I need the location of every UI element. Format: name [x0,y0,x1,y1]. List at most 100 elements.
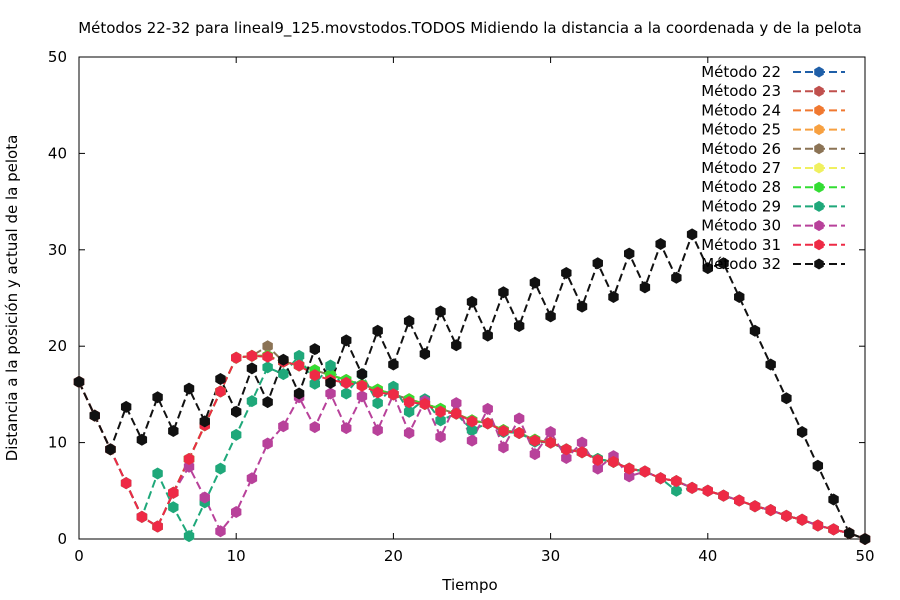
data-point [812,519,824,532]
data-point [215,525,226,538]
data-point [529,276,541,289]
data-point [624,462,635,475]
data-point [482,402,493,415]
x-tick-label-2: 20 [384,547,403,565]
data-point [278,420,289,433]
y-tick-label-0: 0 [57,530,67,548]
series-line-22 [78,354,866,540]
data-point [231,506,242,519]
data-point [781,392,792,405]
y-tick-label-4: 40 [48,144,67,162]
data-point [388,358,399,371]
data-point [561,266,572,279]
data-point [796,426,808,438]
legend-swatch-marker-30 [814,220,824,232]
data-point [749,324,761,337]
data-point [639,465,651,478]
data-point [152,520,163,533]
series-points-31 [73,349,871,545]
data-point [183,382,195,395]
data-point [278,353,289,366]
data-point [639,281,651,294]
data-point [451,339,462,352]
data-point [403,396,415,409]
data-point [435,305,446,318]
data-point [608,455,619,468]
data-point [168,425,179,438]
data-point [278,368,289,381]
data-point [624,247,635,260]
data-point [765,504,776,517]
legend-swatch-marker-23 [814,85,824,97]
series-points-25 [73,349,871,545]
series-lines [78,231,866,540]
data-point [325,359,336,372]
legend-label-26: Método 26 [701,140,781,158]
data-point [466,295,478,308]
legend-swatch-marker-31 [814,239,824,251]
data-point [403,315,415,328]
data-point [309,343,320,356]
data-point [576,300,588,313]
series-line-27 [78,354,866,540]
legend-swatch-marker-26 [814,143,824,155]
data-point [482,329,493,342]
legend-label-32: Método 32 [701,255,781,273]
data-point [356,379,368,392]
data-point [734,494,745,507]
series-line-25 [78,354,866,540]
data-point [576,436,588,449]
data-point [341,422,352,435]
axes: 0 10 20 30 40 50 0 10 20 30 40 50 [48,48,875,565]
data-point [466,434,478,447]
data-point [372,324,383,337]
series-line-31 [78,354,866,540]
series-points [73,228,871,545]
data-point [372,386,383,399]
data-point [136,433,148,446]
data-point [545,426,556,438]
data-point [73,375,85,388]
series-line-32 [78,231,866,540]
data-point [403,405,415,418]
data-point [183,530,195,543]
data-point [561,443,572,456]
legend-label-31: Método 31 [701,236,781,254]
data-point [325,387,336,400]
data-point [482,417,493,430]
data-point [513,319,525,332]
data-point [812,459,824,472]
data-point [718,489,729,502]
legend-swatch-marker-24 [814,104,824,116]
data-point [231,405,242,418]
x-tick-label-0: 0 [74,547,84,565]
data-point [466,415,478,428]
legend-swatch-marker-29 [814,200,824,212]
data-point [435,414,446,427]
data-point [403,426,415,439]
data-point [686,481,698,494]
y-tick-label-2: 20 [48,337,67,355]
data-point [828,523,839,536]
series-line-29 [78,354,866,540]
data-point [309,377,320,390]
legend-swatch-marker-32 [814,258,824,270]
data-point [592,462,603,475]
data-point [356,390,368,403]
data-point [372,397,383,410]
data-point [231,428,242,441]
series-points-28 [73,349,871,545]
data-point [513,426,525,439]
data-point [246,395,258,408]
data-point [498,286,509,299]
data-point [341,376,352,389]
legend-label-30: Método 30 [701,217,781,235]
data-point [592,453,603,466]
data-point [529,434,541,447]
legend-label-23: Método 23 [701,82,781,100]
legend-label-27: Método 27 [701,159,781,177]
data-point [309,369,320,382]
series-line-28 [78,354,866,540]
data-point [120,400,132,413]
